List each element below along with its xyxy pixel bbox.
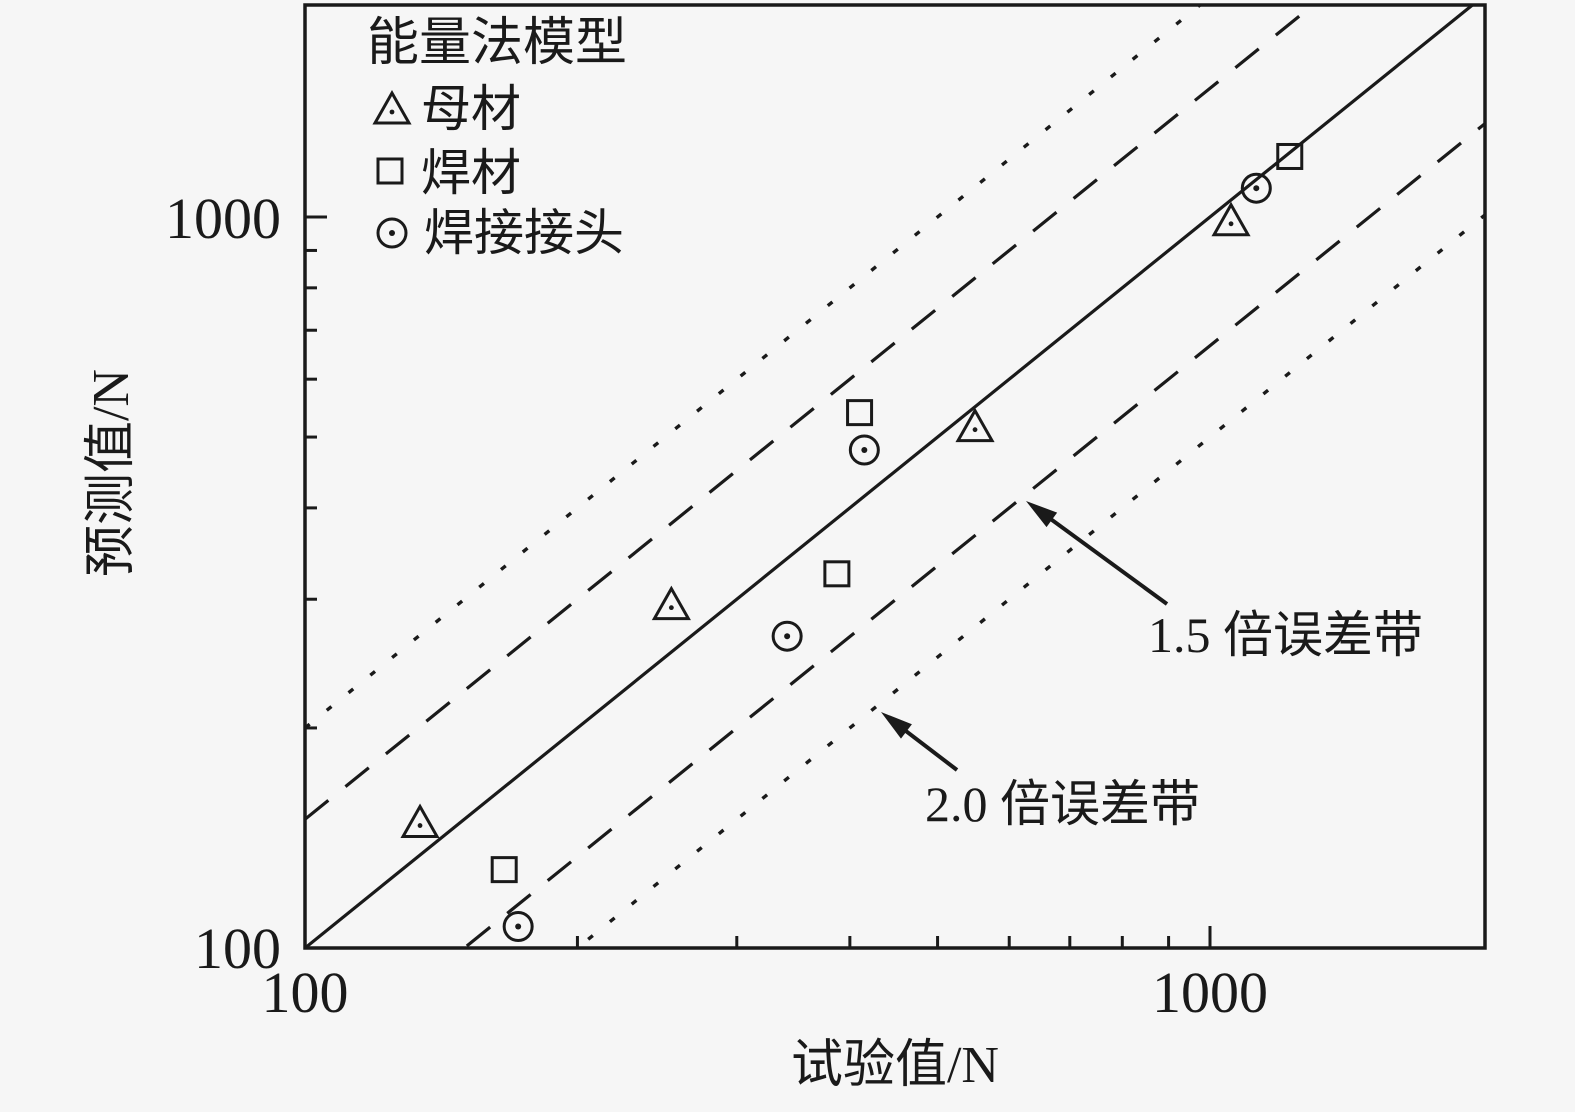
marker-circle	[376, 217, 408, 249]
legend-label-welded-joint: 焊接接头	[424, 205, 624, 261]
marker-triangle	[1211, 201, 1251, 237]
reference-line-dashed-x1.5	[305, 5, 1316, 821]
marker-square	[1276, 142, 1304, 170]
annotation-arrow-shaft	[1032, 505, 1169, 606]
annotation-1p5x-error-band: 1.5 倍误差带	[1148, 607, 1423, 663]
legend-label-weld-material: 焊材	[421, 145, 521, 201]
reference-line-dotted-x0.5	[574, 213, 1485, 948]
legend-label-base-material: 母材	[421, 81, 521, 137]
marker-square	[846, 399, 874, 427]
arrow-to-2p0x-band	[881, 712, 959, 772]
marker-triangle	[651, 585, 691, 621]
reference-line-dashed-x0.6667	[461, 122, 1485, 948]
marker-circle-center-dot	[1253, 185, 1260, 192]
x-axis-tick-label-1000: 1000	[1152, 960, 1268, 1025]
reference-line-dotted-x2	[305, 5, 1203, 730]
reference-line-solid-x1	[305, 5, 1476, 948]
marker-square	[823, 560, 851, 588]
arrow-to-1p5x-band	[1026, 501, 1169, 606]
marker-circle-center-dot	[515, 923, 522, 930]
marker-triangle-center-dot	[417, 823, 423, 828]
legend-markers	[372, 89, 412, 249]
marker-triangle-center-dot	[668, 605, 674, 611]
legend-title: 能量法模型	[367, 15, 628, 72]
marker-triangle	[955, 407, 995, 443]
marker-triangle	[400, 803, 440, 839]
annotation-2p0x-error-band: 2.0 倍误差带	[925, 776, 1200, 832]
marker-triangle-center-dot	[972, 427, 978, 433]
marker-triangle-center-dot	[389, 109, 395, 115]
marker-circle-center-dot	[861, 447, 868, 454]
marker-triangle	[372, 89, 412, 125]
x-axis-title: 试验值/N	[790, 1037, 999, 1094]
marker-circle	[1240, 172, 1272, 204]
series-triangle	[400, 201, 1251, 839]
annotation-arrowhead-icon	[1026, 501, 1058, 528]
marker-circle-center-dot	[389, 230, 395, 236]
marker-triangle-center-dot	[1228, 221, 1234, 227]
reference-lines	[305, 5, 1485, 948]
y-axis-title: 预测值/N	[83, 369, 140, 578]
marker-square	[376, 157, 404, 185]
marker-circle-center-dot	[784, 633, 791, 640]
marker-square	[490, 856, 518, 884]
y-axis-tick-label-1000: 1000	[165, 186, 281, 251]
series-square	[490, 142, 1304, 884]
marker-circle	[502, 911, 534, 943]
y-axis-tick-label-100: 100	[194, 916, 281, 981]
marker-circle	[771, 620, 803, 652]
plot-frame	[303, 3, 1487, 950]
x-axis-tick-label-100: 100	[261, 960, 349, 1025]
axis-ticks	[305, 215, 1212, 948]
series-circle-dot	[502, 172, 1272, 943]
marker-circle	[848, 434, 880, 466]
annotation-arrowhead-icon	[881, 712, 912, 739]
